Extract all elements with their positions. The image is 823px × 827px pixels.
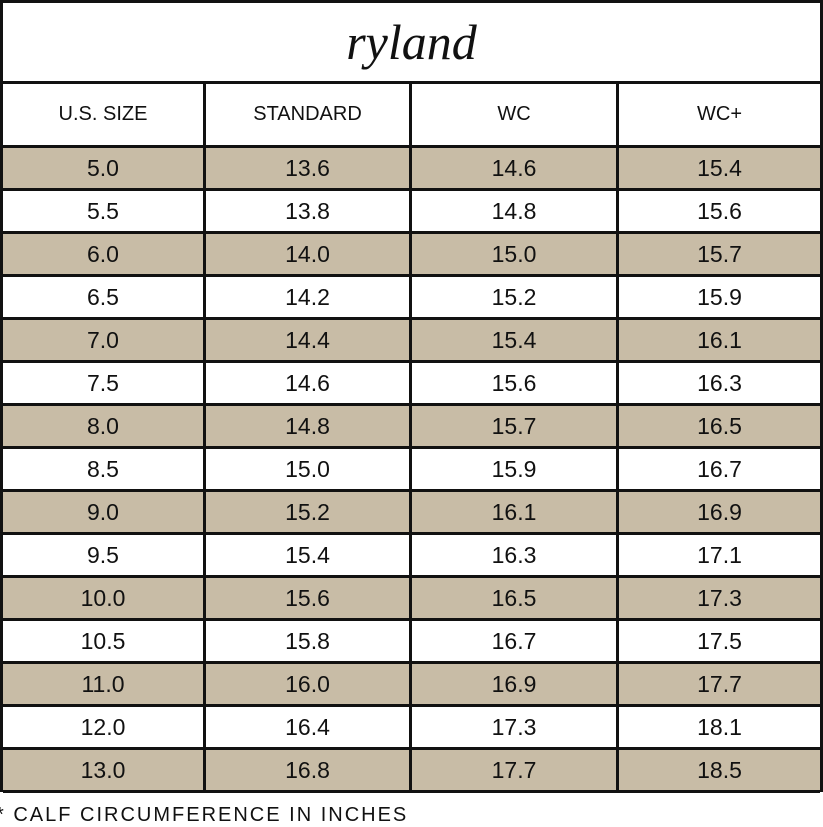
table-cell: 14.6 (412, 148, 619, 191)
table-cell: 17.1 (619, 535, 820, 578)
table-cell: 5.0 (3, 148, 206, 191)
size-table: U.S. SIZE STANDARD WC WC+ 5.0 13.6 14.6 15.4 5.5… (0, 84, 823, 793)
table-cell: 17.3 (412, 707, 619, 750)
footnote: * CALF CIRCUMFERENCE IN INCHES (0, 804, 409, 826)
column-header: WC+ (619, 84, 820, 148)
table-cell: 16.7 (412, 621, 619, 664)
table-cell: 16.9 (412, 664, 619, 707)
table-cell: 13.6 (206, 148, 412, 191)
table-cell: 15.2 (206, 492, 412, 535)
table-cell: 8.5 (3, 449, 206, 492)
table-cell: 15.6 (206, 578, 412, 621)
table-cell: 16.4 (206, 707, 412, 750)
table-cell: 10.0 (3, 578, 206, 621)
table-cell: 15.9 (412, 449, 619, 492)
table-cell: 13.8 (206, 191, 412, 234)
table-cell: 6.5 (3, 277, 206, 320)
table-cell: 7.0 (3, 320, 206, 363)
table-cell: 15.2 (412, 277, 619, 320)
table-cell: 7.5 (3, 363, 206, 406)
table-cell: 15.7 (412, 406, 619, 449)
table-cell: 13.0 (3, 750, 206, 793)
table-cell: 17.7 (412, 750, 619, 793)
column-header: STANDARD (206, 84, 412, 148)
table-cell: 16.1 (412, 492, 619, 535)
table-cell: 14.0 (206, 234, 412, 277)
table-cell: 17.7 (619, 664, 820, 707)
table-cell: 16.8 (206, 750, 412, 793)
table-cell: 18.5 (619, 750, 820, 793)
table-cell: 15.0 (206, 449, 412, 492)
table-cell: 10.5 (3, 621, 206, 664)
column-header: WC (412, 84, 619, 148)
table-cell: 16.5 (412, 578, 619, 621)
table-cell: 9.5 (3, 535, 206, 578)
table-cell: 18.1 (619, 707, 820, 750)
table-cell: 15.9 (619, 277, 820, 320)
table-cell: 15.6 (412, 363, 619, 406)
table-cell: 14.8 (206, 406, 412, 449)
table-cell: 8.0 (3, 406, 206, 449)
table-cell: 17.5 (619, 621, 820, 664)
table-cell: 12.0 (3, 707, 206, 750)
table-cell: 14.4 (206, 320, 412, 363)
table-cell: 15.6 (619, 191, 820, 234)
table-cell: 11.0 (3, 664, 206, 707)
table-cell: 17.3 (619, 578, 820, 621)
table-cell: 16.0 (206, 664, 412, 707)
table-cell: 6.0 (3, 234, 206, 277)
table-cell: 14.2 (206, 277, 412, 320)
table-cell: 14.8 (412, 191, 619, 234)
table-cell: 15.8 (206, 621, 412, 664)
table-cell: 15.4 (206, 535, 412, 578)
table-cell: 15.0 (412, 234, 619, 277)
column-header: U.S. SIZE (3, 84, 206, 148)
table-cell: 16.3 (619, 363, 820, 406)
table-cell: 14.6 (206, 363, 412, 406)
table-cell: 15.7 (619, 234, 820, 277)
table-cell: 9.0 (3, 492, 206, 535)
table-cell: 16.3 (412, 535, 619, 578)
table-cell: 15.4 (412, 320, 619, 363)
table-cell: 16.5 (619, 406, 820, 449)
table-cell: 16.7 (619, 449, 820, 492)
table-cell: 16.1 (619, 320, 820, 363)
table-title: ryland (0, 0, 823, 84)
table-cell: 16.9 (619, 492, 820, 535)
table-cell: 5.5 (3, 191, 206, 234)
table-cell: 15.4 (619, 148, 820, 191)
